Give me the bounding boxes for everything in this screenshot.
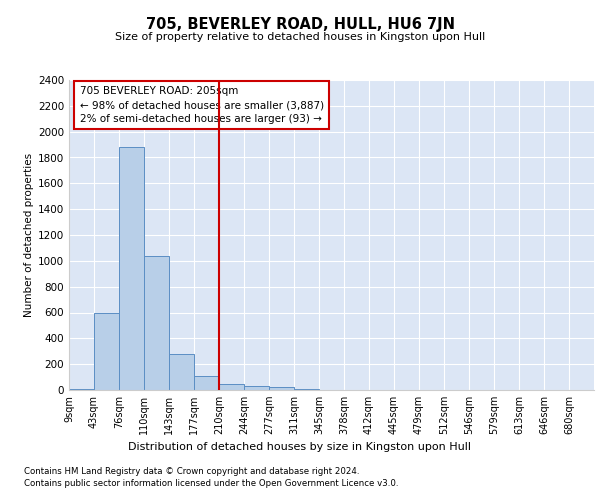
Bar (94, 312, 119, 390)
Text: 705 BEVERLEY ROAD: 205sqm
← 98% of detached houses are smaller (3,887)
2% of sem: 705 BEVERLEY ROAD: 205sqm ← 98% of detac… (79, 86, 323, 124)
Text: 705, BEVERLEY ROAD, HULL, HU6 7JN: 705, BEVERLEY ROAD, HULL, HU6 7JN (146, 18, 455, 32)
Bar (169, 354, 194, 390)
Bar (269, 388, 294, 390)
Bar (69, 388, 94, 390)
Text: Distribution of detached houses by size in Kingston upon Hull: Distribution of detached houses by size … (128, 442, 472, 452)
Bar (144, 256, 169, 390)
Bar (219, 384, 244, 390)
Bar (244, 386, 269, 390)
Bar (119, 147, 144, 390)
Y-axis label: Number of detached properties: Number of detached properties (24, 153, 34, 317)
Text: Contains public sector information licensed under the Open Government Licence v3: Contains public sector information licen… (24, 479, 398, 488)
Bar (194, 376, 219, 390)
Text: Contains HM Land Registry data © Crown copyright and database right 2024.: Contains HM Land Registry data © Crown c… (24, 468, 359, 476)
Text: Size of property relative to detached houses in Kingston upon Hull: Size of property relative to detached ho… (115, 32, 485, 42)
